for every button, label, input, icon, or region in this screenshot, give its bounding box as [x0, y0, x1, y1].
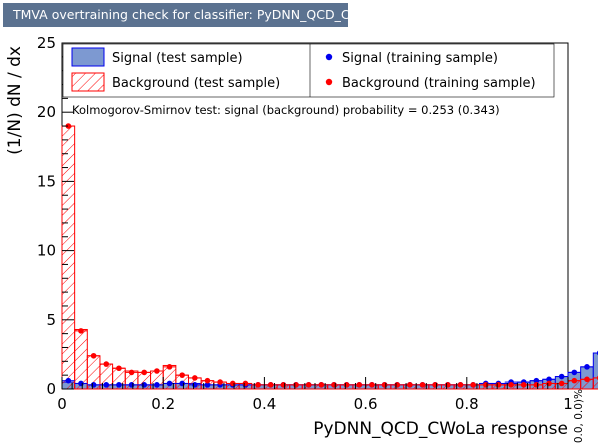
background-train-point	[318, 382, 325, 388]
background-train-point	[141, 369, 148, 376]
background-train-point	[470, 382, 476, 388]
y-tick-label: 5	[46, 311, 56, 329]
legend-marker-signal-train	[325, 53, 333, 61]
x-tick-label: 0.4	[252, 395, 276, 413]
background-train-point	[116, 365, 122, 372]
signal-train-point	[571, 369, 578, 376]
signal-train-point	[546, 376, 552, 383]
background-train-point	[255, 382, 261, 388]
legend-label-signal-train: Signal (training sample)	[342, 51, 498, 66]
window-title: TMVA overtraining check for classifier: …	[3, 3, 383, 27]
background-test-histogram	[61, 125, 598, 390]
background-train-point	[432, 382, 438, 388]
signal-train-point	[204, 382, 211, 388]
background-train-point	[90, 352, 97, 359]
background-test-bin	[61, 125, 76, 390]
background-train-point	[78, 328, 84, 334]
signal-train-point	[78, 380, 84, 387]
background-train-point	[179, 372, 185, 378]
y-axis-title: (1/N) dN / dx	[5, 46, 25, 155]
legend-label-background-test: Background (test sample)	[112, 76, 280, 91]
background-train-point	[495, 382, 502, 388]
ks-test-annotation: Kolmogorov-Smirnov test: signal (backgro…	[72, 103, 500, 117]
background-train-point	[217, 379, 223, 385]
background-train-point	[457, 382, 464, 388]
background-train-point	[419, 382, 426, 388]
background-train-point	[381, 382, 388, 388]
signal-train-point	[166, 380, 173, 387]
signal-train-point	[179, 380, 185, 387]
background-training-points	[62, 123, 598, 388]
background-train-point	[280, 382, 287, 388]
background-train-point	[356, 382, 363, 388]
background-train-point	[508, 382, 514, 388]
background-train-point	[103, 361, 110, 367]
background-test-bin	[74, 328, 88, 390]
background-train-point	[166, 364, 173, 370]
x-tick-label: 0.2	[151, 395, 175, 413]
signal-train-point	[141, 382, 148, 388]
signal-train-point	[192, 382, 198, 388]
signal-train-point	[65, 377, 72, 384]
x-tick-label: 0.6	[354, 395, 378, 413]
background-train-point	[407, 382, 413, 388]
background-train-point	[482, 382, 489, 388]
x-axis-ticks: 0 0.2 0.4 0.6 0.8 1	[57, 377, 573, 413]
signal-train-point	[154, 382, 160, 388]
background-train-point	[558, 380, 565, 387]
signal-test-bin	[592, 352, 598, 390]
background-test-bin	[592, 377, 598, 390]
x-tick-label: 0	[57, 395, 67, 413]
background-train-point	[394, 382, 401, 388]
signal-train-point	[103, 382, 110, 388]
legend-label-signal-test: Signal (test sample)	[112, 51, 243, 66]
background-train-point	[533, 382, 540, 388]
legend-marker-background-train	[325, 78, 333, 86]
background-train-point	[192, 375, 198, 381]
signal-train-point	[90, 382, 97, 388]
signal-train-point	[584, 364, 590, 370]
background-train-point	[305, 382, 312, 388]
background-train-point	[546, 380, 552, 387]
background-train-point	[293, 382, 299, 388]
legend-swatch-signal-test	[71, 47, 105, 67]
signal-training-points	[62, 350, 598, 388]
signal-train-point	[533, 377, 540, 384]
overflow-info: U/O-flow (S,B): (0.0, 0.0)% / (0.0, 0.0)…	[573, 389, 585, 443]
background-train-point	[343, 382, 350, 388]
background-train-point	[571, 377, 578, 384]
legend: Signal (test sample) Background (test sa…	[62, 43, 555, 98]
background-train-point	[445, 382, 451, 388]
background-train-point	[520, 382, 527, 388]
background-train-point	[267, 382, 274, 388]
x-tick-label: 0.8	[455, 395, 479, 413]
background-train-point	[229, 380, 236, 387]
y-tick-label: 15	[37, 172, 56, 190]
signal-train-point	[558, 373, 565, 380]
signal-test-histogram	[61, 352, 598, 390]
legend-label-background-train: Background (training sample)	[342, 76, 536, 91]
y-tick-label: 20	[37, 103, 56, 121]
x-tick-label: 1	[563, 395, 573, 413]
signal-train-point	[116, 382, 122, 388]
background-train-point	[65, 123, 72, 129]
background-train-point	[584, 376, 590, 383]
y-tick-label: 10	[37, 242, 56, 260]
background-train-point	[242, 380, 249, 387]
background-train-point	[128, 369, 135, 376]
x-axis-title: PyDNN_QCD_CWoLa response	[313, 419, 568, 439]
background-train-point	[331, 382, 337, 388]
background-train-point	[204, 377, 211, 384]
y-tick-label: 0	[46, 380, 56, 398]
background-train-point	[369, 382, 375, 388]
background-train-point	[154, 368, 160, 374]
signal-train-point	[128, 382, 135, 388]
y-axis-ticks: 0 5 10 15 20 25	[37, 34, 74, 398]
y-tick-label: 25	[37, 34, 56, 52]
legend-swatch-background-test	[71, 72, 105, 92]
